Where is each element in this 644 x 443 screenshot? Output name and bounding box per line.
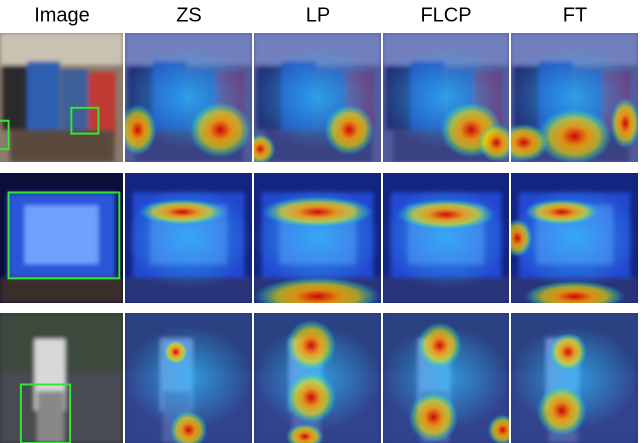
column-header: Image xyxy=(34,4,90,26)
heatmap xyxy=(254,313,381,443)
photo-content xyxy=(0,313,123,443)
heat-spot xyxy=(524,199,600,225)
photo-region xyxy=(37,391,64,443)
heat-spot xyxy=(286,320,337,372)
column-header: LP xyxy=(306,4,330,26)
heatmap xyxy=(125,313,252,443)
heat-spot xyxy=(524,281,626,312)
heatmap xyxy=(383,313,518,443)
photo-region xyxy=(62,69,89,133)
heat-spot xyxy=(163,339,188,365)
heat-spot xyxy=(536,108,612,165)
image-grid xyxy=(0,33,641,443)
heatmap xyxy=(502,173,638,312)
figure: Image ZS LP FLCP FT xyxy=(0,0,644,443)
heat-spot xyxy=(254,277,381,316)
heatmap xyxy=(245,33,381,165)
heatmap xyxy=(125,173,252,303)
photo-region xyxy=(25,206,99,265)
column-header: ZS xyxy=(176,4,202,26)
heat-spot xyxy=(396,199,497,230)
photo-content xyxy=(0,33,123,162)
heat-spot xyxy=(417,322,462,369)
photo xyxy=(0,33,123,162)
photo-region xyxy=(0,33,123,65)
heat-spot xyxy=(478,123,516,162)
heat-spot xyxy=(536,385,587,437)
column-header: FLCP xyxy=(420,4,471,26)
heat-spot xyxy=(408,391,458,443)
heat-spot xyxy=(138,199,227,225)
photo-region xyxy=(27,61,60,132)
column-header: FT xyxy=(563,4,587,26)
heatmap xyxy=(254,173,381,316)
heat-spot xyxy=(260,196,374,227)
heat-spot xyxy=(119,104,157,156)
photo xyxy=(0,173,123,303)
heatmap xyxy=(383,173,509,303)
heatmap xyxy=(498,33,640,165)
column-headers: Image ZS LP FLCP FT xyxy=(34,4,587,26)
photo-region xyxy=(0,277,123,303)
heatmap xyxy=(511,313,638,443)
heat-spot xyxy=(324,104,375,156)
photo-region xyxy=(89,72,116,137)
heat-spot xyxy=(610,98,640,150)
heat-spot xyxy=(286,372,337,424)
photo xyxy=(0,313,123,443)
photo-content xyxy=(0,193,123,304)
heatmap xyxy=(119,33,252,162)
heatmap xyxy=(383,33,515,162)
heat-spot xyxy=(549,333,587,372)
heat-spot xyxy=(189,101,253,158)
